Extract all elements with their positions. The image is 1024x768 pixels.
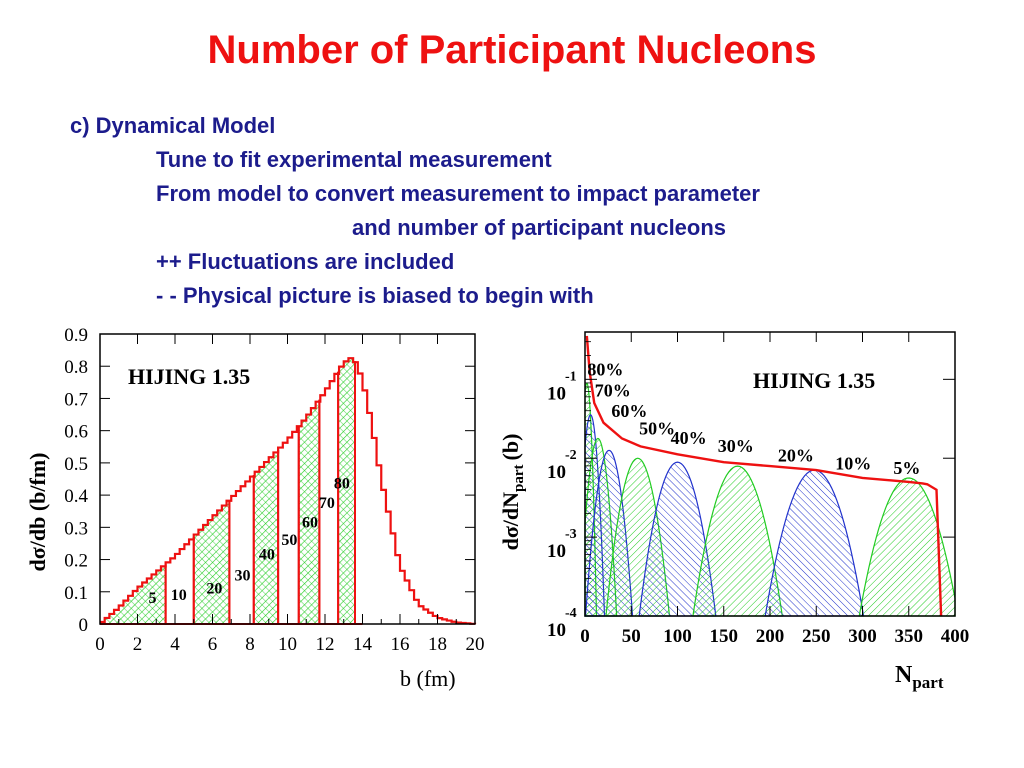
slice-distribution [638, 461, 717, 617]
model-annotation: HIJING 1.35 [753, 368, 875, 393]
y-tick-label: 0.7 [64, 389, 88, 410]
band-fill-crosshatch [338, 357, 355, 624]
band-label: 5 [149, 590, 157, 607]
x-tick-label: 200 [756, 626, 785, 647]
x-tick-label: 400 [941, 626, 970, 647]
slice-label: 20% [778, 445, 814, 465]
slice-label: 50% [639, 419, 675, 439]
x-tick-label: 12 [316, 634, 335, 655]
band-label: 10 [171, 587, 187, 604]
bullet-line-fluctuations: ++ Fluctuations are included [156, 249, 455, 274]
band-dividers [100, 361, 363, 625]
x-tick-label: 6 [208, 634, 218, 655]
band-label: 70 [319, 495, 335, 512]
slice-label: 30% [718, 436, 754, 456]
x-tick-label: 100 [663, 626, 692, 647]
band-label: 30 [235, 568, 251, 585]
y-tick-label-exp: -1 [565, 369, 577, 384]
y-tick-label-base: 10 [547, 620, 566, 641]
y-tick-label: 0.5 [64, 454, 88, 475]
slice-labels: 80%70%60%50%40% 30% 20% 10% 5% [587, 359, 920, 478]
y-tick-label-base: 10 [547, 383, 566, 404]
centrality-slices [584, 382, 956, 617]
band-label: 60 [302, 514, 318, 531]
impact-parameter-chart: 0 2 4 6 8 10 12 14 16 18 20 0 0.1 0.2 0.3 0.4 0.5 0.6 0.7… [25, 325, 485, 691]
x-axis-label: Npart [895, 662, 944, 692]
x-tick-label: 14 [353, 634, 373, 655]
y-axis-label: dσ/dNpart(b) [498, 434, 527, 551]
y-tick-label: 0.3 [64, 518, 88, 539]
bullet-line-model: c) Dynamical Model [70, 113, 276, 138]
x-tick-label: 2 [133, 634, 143, 655]
x-tick-label: 10 [278, 634, 297, 655]
bullet-line-nucleons: and number of participant nucleons [352, 215, 727, 240]
histogram-curve [100, 357, 477, 625]
y-tick-label-exp: -2 [565, 448, 577, 463]
y-tick-label: 0.2 [64, 551, 88, 572]
participant-number-chart: 0 50 100 150 200 250 300 350 400 10-110-210-310-… [498, 331, 969, 692]
y-tick-label-exp: -4 [565, 606, 577, 621]
slice-distribution [692, 465, 784, 617]
x-tick-label: 150 [710, 626, 739, 647]
x-tick-label: 350 [895, 626, 924, 647]
band-label: 50 [281, 532, 297, 549]
model-annotation: HIJING 1.35 [128, 364, 250, 389]
y-tick-label: 0.9 [64, 325, 88, 346]
y-tick-label: 0.6 [64, 422, 88, 443]
x-tick-label: 20 [466, 634, 485, 655]
bullet-line-tune: Tune to fit experimental measurement [156, 147, 552, 172]
y-tick-label: 0.8 [64, 357, 88, 378]
x-tick-label: 0 [95, 634, 105, 655]
x-axis-label: b (fm) [400, 666, 456, 691]
slice-label: 40% [671, 428, 707, 448]
band-label: 80 [334, 476, 350, 493]
y-axis-label: dσ/db (b/fm) [25, 453, 50, 572]
slice-distribution [858, 477, 956, 617]
x-tick-label: 300 [848, 626, 877, 647]
x-tick-label: 50 [622, 626, 641, 647]
y-tick-label-base: 10 [547, 462, 566, 483]
x-tick-label: 18 [428, 634, 447, 655]
x-axis-ticks: 0 2 4 6 8 10 12 14 16 18 20 [95, 334, 485, 655]
x-tick-label: 250 [802, 626, 831, 647]
slice-label: 70% [595, 381, 631, 401]
band-label: 20 [206, 580, 222, 597]
x-tick-label: 8 [245, 634, 255, 655]
y-axis-ticks: 10-110-210-310-4 [547, 341, 955, 641]
y-tick-label: 0.4 [64, 486, 88, 507]
y-tick-label-exp: -3 [565, 527, 577, 542]
y-tick-label: 0 [79, 615, 89, 636]
centrality-bands [100, 357, 355, 624]
slide-title: Number of Participant Nucleons [207, 28, 817, 72]
slice-label: 80% [587, 359, 623, 379]
band-fill-crosshatch [193, 500, 230, 624]
total-distribution-curve [585, 335, 943, 617]
x-tick-label: 4 [170, 634, 180, 655]
band-label: 40 [259, 547, 275, 564]
band-fill-crosshatch [298, 399, 320, 624]
bullet-line-biased: - - Physical picture is biased to begin … [156, 283, 594, 308]
y-tick-label-base: 10 [547, 541, 566, 562]
slice-label: 60% [611, 401, 647, 421]
x-tick-label: 16 [391, 634, 410, 655]
x-tick-label: 0 [580, 626, 590, 647]
band-fill-crosshatch [253, 450, 279, 624]
slice-label: 5% [893, 458, 920, 478]
y-axis-ticks: 0 0.1 0.2 0.3 0.4 0.5 0.6 0.7 0.8 0.9 [64, 325, 475, 636]
y-tick-label: 0.1 [64, 583, 88, 604]
slice-label: 10% [835, 453, 871, 473]
bullet-line-convert: From model to convert measurement to imp… [156, 181, 760, 206]
x-axis-ticks: 0 50 100 150 200 250 300 350 400 [580, 332, 969, 647]
